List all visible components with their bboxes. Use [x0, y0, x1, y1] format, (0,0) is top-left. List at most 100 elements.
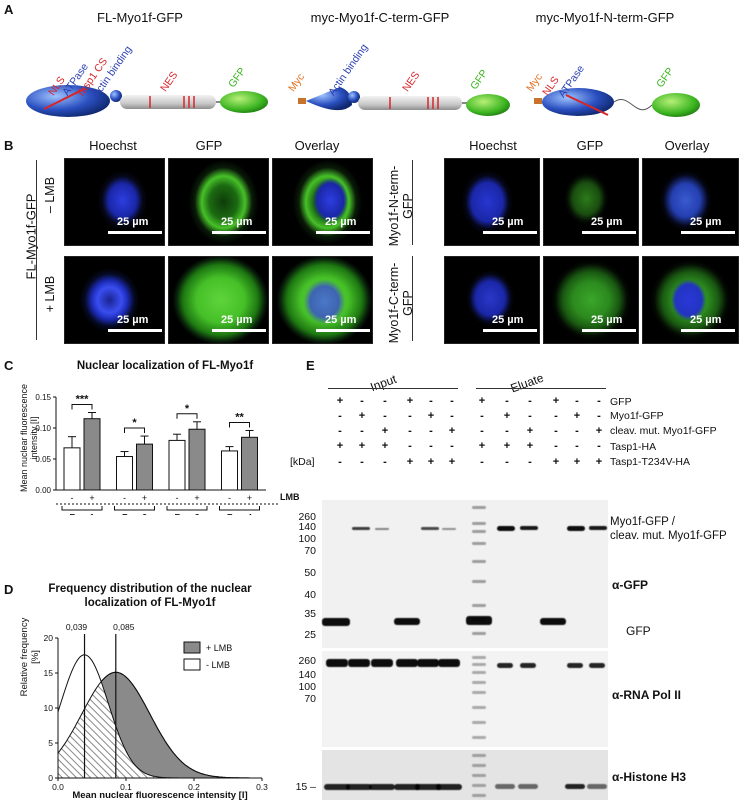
chart-d-xlabel: Mean nuclear fluorescence intensity [I] [72, 790, 248, 801]
matrix-symbol: + [336, 440, 344, 452]
ladder-band [472, 764, 486, 767]
matrix-symbol: + [406, 395, 414, 407]
fl-construct [26, 85, 268, 117]
chart-d-xtick-label: 0.1 [120, 782, 132, 792]
chart-c-category: Exp. 3 [174, 512, 199, 515]
band-label-myo1f-2: cleav. mut. Myo1f-GFP [610, 530, 727, 542]
marker-kda: 260 [298, 655, 316, 667]
matrix-symbol: - [597, 395, 601, 407]
band-myo1f [352, 527, 370, 530]
image-overlay-plus-lmb: 25 µm [272, 256, 373, 344]
chart-c-lmb-sign: - [228, 493, 231, 503]
chart-c-lmb-sign: + [89, 493, 94, 503]
band-gfp [540, 618, 566, 625]
matrix-symbol: + [381, 440, 389, 452]
chart-c-svg: 0.00 0.05 0.10 0.15 - + *** Exp. 1 - + * Exp. 2 - + * E… [35, 393, 300, 515]
row-bracket-nterm [412, 160, 413, 245]
matrix-symbol: - [383, 410, 387, 422]
chart-c-category: Exp. 2 [122, 512, 147, 515]
chart-c-lmb-sign: - [71, 493, 74, 503]
chart-d-legend-label-minus: - LMB [206, 660, 230, 670]
col-title-gfp-right: GFP [576, 138, 604, 153]
col-title-hoechst-right: Hoechst [469, 138, 517, 153]
matrix-symbol: - [429, 425, 433, 437]
col-title-overlay-right: Overlay [664, 138, 710, 153]
matrix-symbol: - [360, 456, 364, 468]
matrix-symbol: - [575, 395, 579, 407]
matrix-symbol: + [358, 440, 366, 452]
ladder-band [472, 691, 486, 694]
band-gfp [322, 618, 350, 626]
marker-kda: 50 [304, 567, 316, 579]
matrix-symbol: + [478, 395, 486, 407]
construct-title-cterm: myc-Myo1f-C-term-GFP [310, 10, 450, 25]
matrix-symbol: - [528, 456, 532, 468]
chart-c-sig-label: *** [76, 394, 90, 406]
band-rnapol [326, 659, 348, 667]
image-overlay-cterm: 25 µm [642, 256, 739, 344]
row-label-minus-lmb: – LMB [43, 176, 57, 214]
nterm-construct [534, 88, 700, 117]
antibody-gfp: α-GFP [612, 578, 649, 592]
band-myo1f [589, 526, 607, 530]
band-rnapol [371, 659, 393, 667]
matrix-symbol: - [575, 425, 579, 437]
matrix-symbol: + [358, 410, 366, 422]
marker-kda: 140 [298, 669, 316, 681]
band-myo1f [442, 528, 456, 530]
row-label-cterm: Myo1f-C-term- GFP [387, 262, 415, 344]
matrix-symbol: - [338, 410, 342, 422]
matrix-symbol: - [505, 456, 509, 468]
band-histone [369, 784, 395, 790]
ladder-band [472, 618, 486, 621]
image-hoechst-plus-lmb: 25 µm [64, 256, 165, 344]
chart-c-bar [136, 443, 153, 491]
chart-d-xtick-label: 0.0 [52, 782, 64, 792]
matrix-symbol: - [480, 410, 484, 422]
blot-rnapol [322, 651, 608, 747]
marker-kda: 260 [298, 511, 316, 523]
chart-c-title: Nuclear localization of FL-Myo1f [76, 360, 254, 372]
matrix-symbol: + [448, 456, 456, 468]
construct-title-fl: FL-Myo1f-GFP [97, 10, 183, 25]
matrix-symbol: - [450, 440, 454, 452]
chart-d-peak-label: 0,039 [66, 622, 88, 632]
matrix-symbol: - [360, 425, 364, 437]
chart-c-sig-bracket [176, 413, 198, 419]
band-histone [495, 784, 515, 789]
construct-title-nterm: myc-Myo1f-N-term-GFP [535, 10, 675, 25]
band-myo1f [375, 528, 389, 530]
chart-d-ytick-label: 5 [48, 738, 53, 748]
image-overlay-minus-lmb: 25 µm [272, 158, 373, 246]
chart-c-bar [63, 447, 81, 491]
row-bracket-cterm [412, 256, 413, 341]
cterm-construct [298, 87, 510, 116]
chart-c-ytick-label: 0.10 [35, 424, 51, 433]
col-title-overlay-left: Overlay [294, 138, 340, 153]
matrix-symbol: - [480, 456, 484, 468]
panel-b-letter: B [4, 138, 14, 153]
chart-d-ytick-label: 10 [44, 703, 54, 713]
matrix-symbol: + [336, 395, 344, 407]
ladder-band [472, 656, 486, 659]
band-rnapol [438, 659, 460, 667]
chart-c-group-bracket [61, 506, 103, 511]
chart-d-ytick-label: 0 [48, 773, 53, 783]
row-label-cleav-mut: cleav. mut. Myo1f-GFP [610, 425, 717, 437]
matrix-symbol: - [408, 440, 412, 452]
chart-d-overlap [58, 672, 262, 778]
matrix-symbol: + [595, 456, 603, 468]
band-histone [394, 784, 420, 790]
matrix-symbol: - [505, 395, 509, 407]
chart-c-ytick-label: 0.00 [35, 486, 51, 495]
ladder-band [472, 560, 486, 563]
chart-c-lmb-sign: - [176, 493, 179, 503]
chart-d-xtick-label: 0.3 [256, 782, 268, 792]
antibody-rnapol: α-RNA Pol II [612, 688, 681, 702]
ladder-band [472, 663, 486, 666]
matrix-symbol: - [554, 410, 558, 422]
image-gfp-nterm: 25 µm [543, 158, 639, 246]
ladder-band [472, 542, 486, 545]
matrix-symbol: - [505, 425, 509, 437]
header-input: Input [368, 371, 399, 395]
